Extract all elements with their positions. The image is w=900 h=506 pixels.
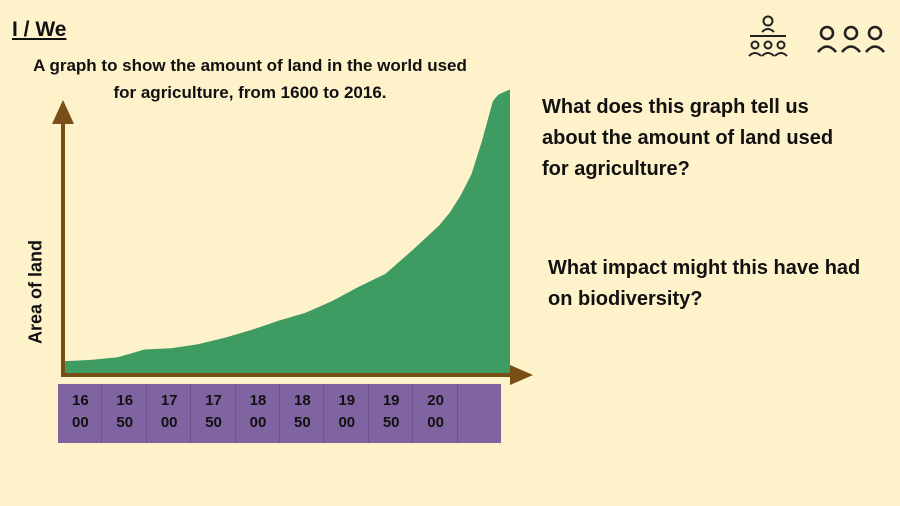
x-tick-label: 19 00: [324, 384, 369, 443]
x-tick-label-line: 50: [294, 414, 311, 431]
x-tick-label-line: 20: [427, 392, 444, 409]
agriculture-area-series: [64, 89, 510, 373]
x-axis-arrowhead: [510, 365, 533, 385]
lesson-heading: I / We: [12, 18, 67, 41]
group-of-three-people-icon: [816, 25, 886, 53]
x-tick-label-line: 17: [160, 392, 178, 409]
x-tick-label-line: 17: [205, 392, 222, 409]
x-tick-label: 19 50: [369, 384, 414, 443]
x-tick-label-line: 19: [338, 392, 356, 409]
x-tick-label: [458, 384, 501, 443]
x-tick-label-line: 00: [249, 414, 267, 431]
x-tick-label-line: 00: [160, 414, 178, 431]
x-tick-label-line: 50: [205, 414, 222, 431]
x-tick-label-line: 18: [294, 392, 311, 409]
y-axis-arrowhead: [52, 100, 74, 124]
x-tick-label-line: 00: [72, 414, 89, 431]
x-tick-label-line: 50: [116, 414, 134, 431]
x-tick-label: 17 00: [147, 384, 192, 443]
x-tick-label-line: 16: [116, 392, 134, 409]
x-tick-label-line: 16: [72, 392, 89, 409]
x-tick-label-line: 50: [382, 414, 400, 431]
x-tick-label: 17 50: [191, 384, 236, 443]
x-tick-label: 16 50: [102, 384, 147, 443]
x-tick-label-line: 18: [249, 392, 267, 409]
teacher-with-class-icon: [748, 15, 788, 57]
chart-title: A graph to show the amount of land in th…: [33, 56, 467, 102]
x-axis-tick-band: 16 00 16 50 17 00 17 50 18 00 18 50 19 00 19 50 20 00: [58, 384, 501, 443]
x-tick-label-line: 19: [382, 392, 400, 409]
x-tick-label: 18 00: [236, 384, 281, 443]
x-tick-label-line: 00: [338, 414, 356, 431]
question-graph-meaning: What does this graph tell us about the a…: [542, 96, 834, 180]
x-tick-label: 18 50: [280, 384, 325, 443]
x-tick-label: 20 00: [413, 384, 458, 443]
x-tick-label: 16 00: [58, 384, 103, 443]
x-tick-label-line: 00: [427, 414, 444, 431]
question-biodiversity-impact: What impact might this have had on biodi…: [548, 257, 861, 310]
